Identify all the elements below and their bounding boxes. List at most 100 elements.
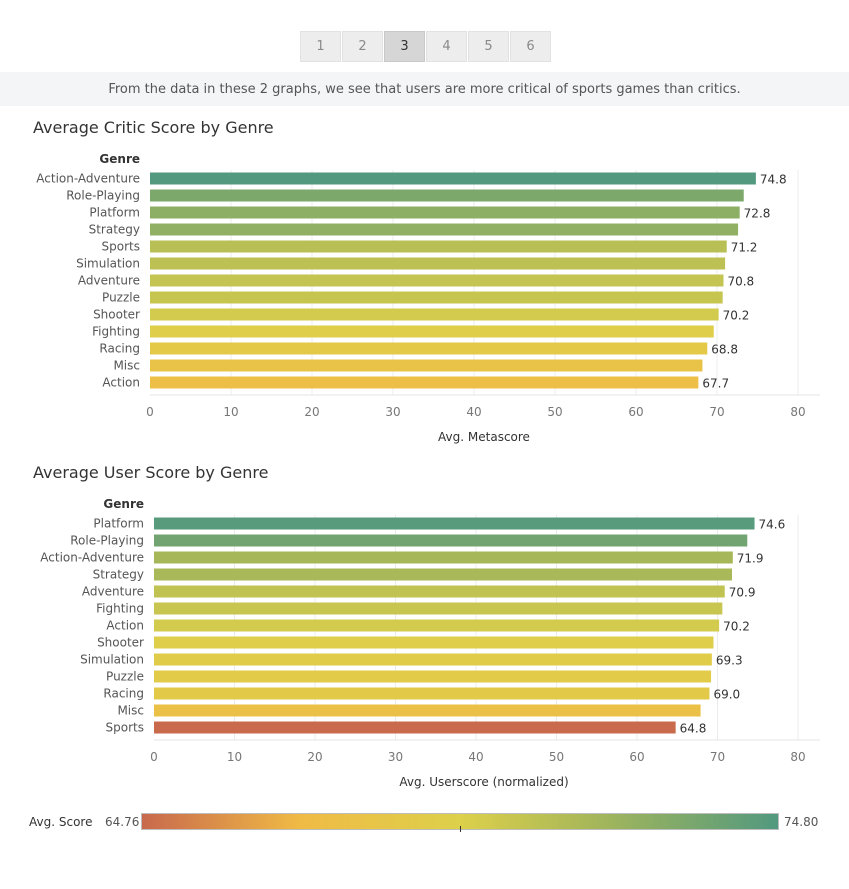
- story-caption: From the data in these 2 graphs, we see …: [0, 72, 849, 106]
- critic-category-label: Strategy: [89, 223, 140, 237]
- critic-category-label: Adventure: [78, 274, 140, 288]
- user-data-label: 69.0: [713, 688, 740, 702]
- user-tick-label: 50: [549, 750, 564, 764]
- page-button-3[interactable]: 3: [384, 31, 425, 62]
- critic-bar: [150, 291, 723, 304]
- critic-data-label: 74.8: [760, 173, 787, 187]
- critic-category-label: Sports: [102, 240, 140, 254]
- critic-category-label: Racing: [99, 342, 140, 356]
- critic-data-label: 68.8: [711, 343, 738, 357]
- user-bar: [154, 602, 723, 615]
- page-navigator: 1 2 3 4 5 6: [300, 31, 551, 62]
- critic-bar: [150, 359, 703, 372]
- user-chart-title: Average User Score by Genre: [33, 463, 269, 482]
- user-bar: [154, 704, 701, 717]
- critic-tick-label: 50: [547, 405, 562, 419]
- user-category-label: Adventure: [82, 585, 144, 599]
- user-data-label: 70.2: [723, 620, 750, 634]
- user-tick-label: 0: [150, 750, 158, 764]
- user-category-label: Platform: [93, 517, 144, 531]
- user-score-chart: Genre Platform 74.6 Role-Playing Action-Adve…: [40, 497, 820, 789]
- critic-data-label: 70.8: [727, 275, 754, 289]
- critic-bar: [150, 206, 740, 219]
- user-data-label: 74.6: [759, 518, 786, 532]
- color-legend-marker: [460, 826, 461, 832]
- critic-data-label: 67.7: [702, 377, 729, 391]
- critic-tick-label: 30: [385, 405, 400, 419]
- user-bar: [154, 517, 755, 530]
- critic-bar: [150, 257, 726, 270]
- critic-data-label: 70.2: [723, 309, 750, 323]
- critic-bar: [150, 325, 714, 338]
- user-category-label: Puzzle: [106, 670, 144, 684]
- user-tick-label: 60: [629, 750, 644, 764]
- user-x-axis-title: Avg. Userscore (normalized): [399, 775, 568, 789]
- user-bar: [154, 568, 732, 581]
- critic-bar: [150, 274, 724, 287]
- page-button-1[interactable]: 1: [300, 31, 341, 62]
- critic-row-header: Genre: [99, 152, 140, 166]
- critic-bar: [150, 240, 727, 253]
- critic-bar: [150, 189, 744, 202]
- user-data-label: 64.8: [680, 722, 707, 736]
- critic-bar: [150, 223, 739, 236]
- user-data-label: 71.9: [737, 552, 764, 566]
- user-bar: [154, 636, 714, 649]
- user-bar: [154, 653, 712, 666]
- critic-category-label: Fighting: [92, 325, 140, 339]
- user-category-label: Simulation: [80, 653, 144, 667]
- user-tick-label: 40: [468, 750, 483, 764]
- page-button-4[interactable]: 4: [426, 31, 467, 62]
- user-category-label: Sports: [106, 721, 144, 735]
- color-legend-min: 64.76: [105, 815, 140, 829]
- story-caption-text: From the data in these 2 graphs, we see …: [108, 81, 741, 97]
- user-tick-label: 20: [307, 750, 322, 764]
- critic-bar: [150, 342, 708, 355]
- critic-chart-title: Average Critic Score by Genre: [33, 118, 274, 137]
- critic-category-label: Role-Playing: [66, 189, 140, 203]
- user-bar: [154, 670, 712, 683]
- user-bar: [154, 585, 725, 598]
- user-bar: [154, 687, 710, 700]
- critic-x-axis-title: Avg. Metascore: [438, 430, 530, 444]
- color-legend-max: 74.80: [784, 815, 819, 829]
- critic-tick-label: 0: [146, 405, 154, 419]
- user-category-label: Racing: [103, 687, 144, 701]
- user-category-label: Misc: [117, 704, 144, 718]
- critic-category-label: Misc: [113, 359, 140, 373]
- critic-category-label: Puzzle: [102, 291, 140, 305]
- user-bar: [154, 619, 720, 632]
- critic-category-label: Platform: [89, 206, 140, 220]
- user-tick-label: 80: [790, 750, 805, 764]
- critic-tick-label: 70: [709, 405, 724, 419]
- critic-bar: [150, 172, 756, 185]
- user-bar: [154, 721, 676, 734]
- user-category-label: Role-Playing: [70, 534, 144, 548]
- page-button-2[interactable]: 2: [342, 31, 383, 62]
- user-tick-label: 70: [710, 750, 725, 764]
- critic-data-label: 71.2: [731, 241, 758, 255]
- user-bar: [154, 551, 733, 564]
- user-row-header: Genre: [103, 497, 144, 511]
- critic-category-label: Simulation: [76, 257, 140, 271]
- critic-tick-label: 10: [223, 405, 238, 419]
- critic-tick-label: 80: [790, 405, 805, 419]
- critic-category-label: Shooter: [93, 308, 140, 322]
- user-category-label: Shooter: [97, 636, 144, 650]
- user-data-label: 69.3: [716, 654, 743, 668]
- user-tick-label: 30: [388, 750, 403, 764]
- critic-category-label: Action-Adventure: [36, 172, 140, 186]
- user-category-label: Action-Adventure: [40, 551, 144, 565]
- page-button-5[interactable]: 5: [468, 31, 509, 62]
- critic-bar: [150, 376, 699, 389]
- critic-bar: [150, 308, 719, 321]
- critic-tick-label: 40: [466, 405, 481, 419]
- critic-tick-label: 60: [628, 405, 643, 419]
- user-category-label: Strategy: [93, 568, 144, 582]
- page-button-6[interactable]: 6: [510, 31, 551, 62]
- critic-score-chart: Genre Action-Adventure 74.8 Role-Playing Pla…: [36, 152, 820, 444]
- critic-tick-label: 20: [304, 405, 319, 419]
- user-category-label: Fighting: [96, 602, 144, 616]
- color-legend-title: Avg. Score: [29, 815, 93, 829]
- user-data-label: 70.9: [729, 586, 756, 600]
